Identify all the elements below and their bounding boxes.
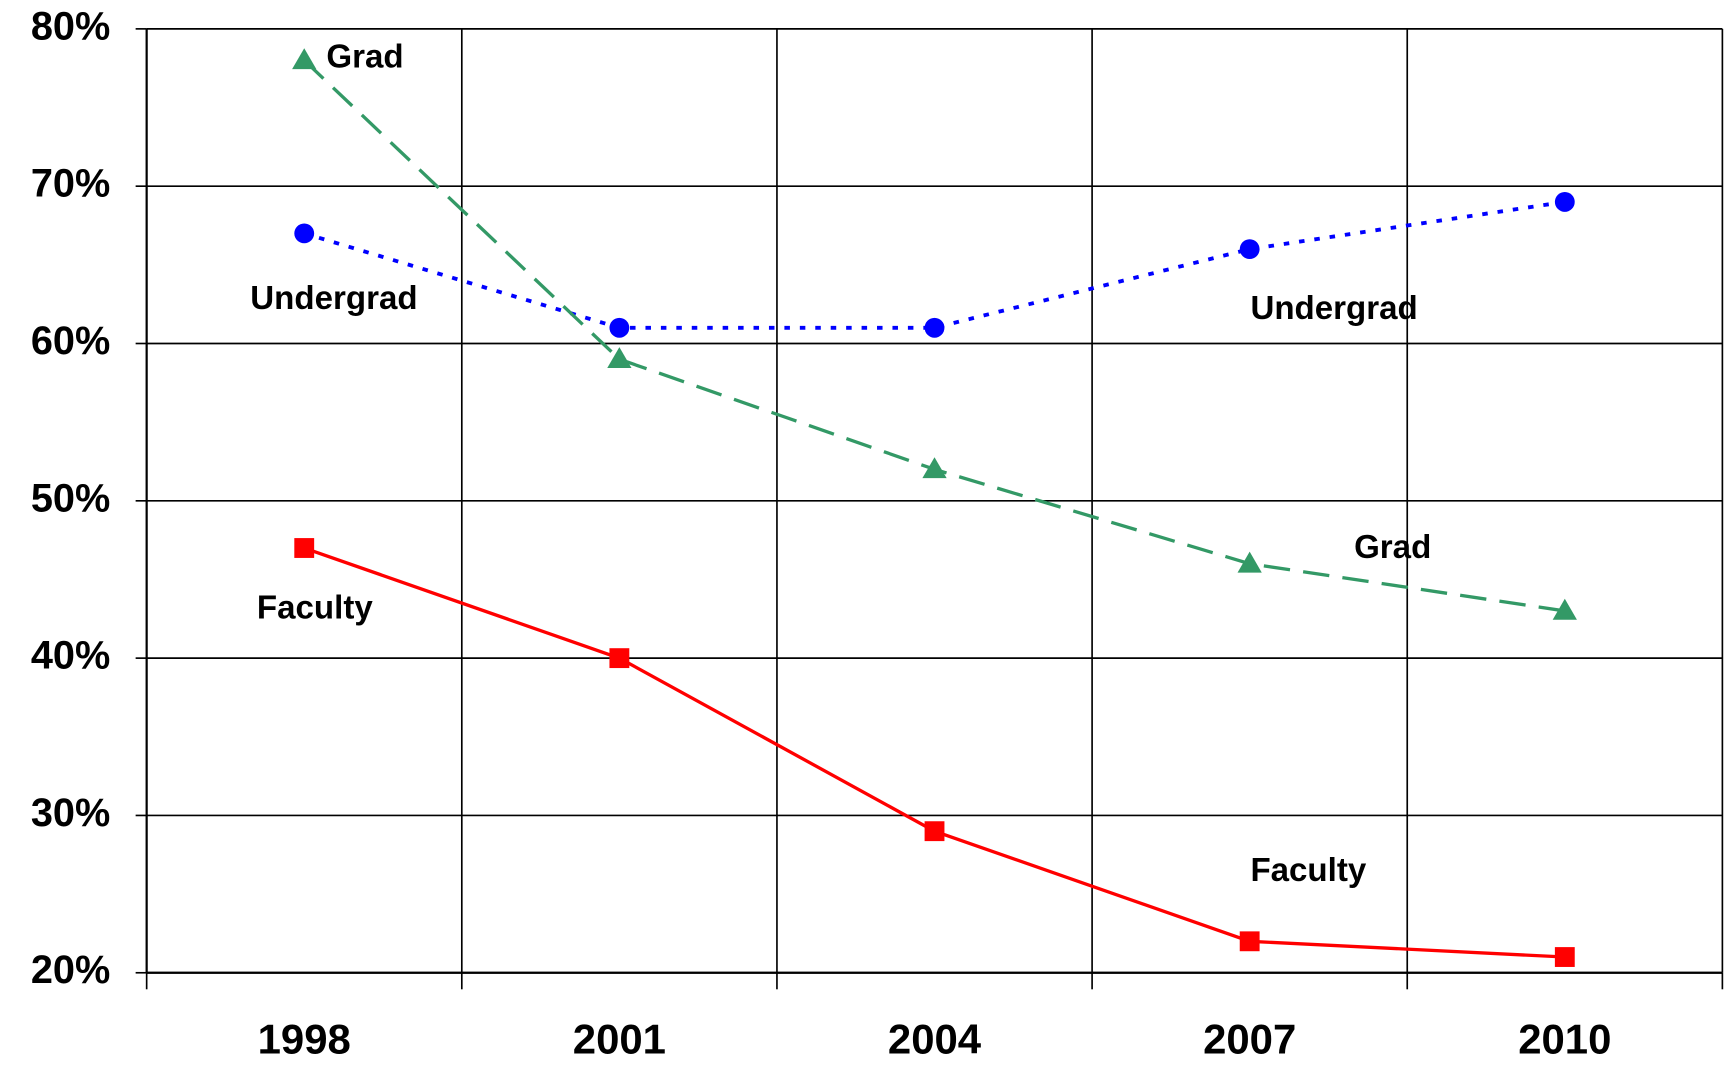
point (1552, 598, 1577, 620)
series-label: Undergrad (250, 280, 417, 317)
point (1554, 191, 1575, 212)
series-label: Undergrad (1250, 290, 1417, 327)
series-label: Faculty (257, 590, 373, 627)
point (1239, 239, 1260, 260)
y-tick-label: 80% (31, 4, 110, 48)
x-tick-label: 2004 (888, 1015, 982, 1062)
point (294, 223, 315, 244)
x-tick-label: 1998 (258, 1015, 351, 1062)
point (609, 648, 630, 669)
x-tick-label: 2001 (573, 1015, 666, 1062)
y-tick-label: 20% (31, 948, 110, 992)
series-line (303, 546, 1565, 959)
point (924, 317, 945, 338)
x-tick-label: 2007 (1203, 1015, 1296, 1062)
point (294, 538, 315, 558)
point (607, 347, 632, 369)
x-tick-label: 2010 (1518, 1015, 1611, 1062)
point (1239, 931, 1260, 952)
point (924, 821, 945, 842)
series-label: Grad (1354, 529, 1431, 566)
point (292, 48, 317, 70)
point (609, 317, 630, 338)
point (922, 457, 947, 479)
series-label: Faculty (1250, 852, 1366, 889)
series-label: Grad (326, 38, 403, 75)
series-line (303, 200, 1566, 330)
y-tick-label: 60% (31, 319, 110, 363)
y-tick-label: 30% (31, 791, 110, 835)
y-tick-label: 40% (31, 634, 110, 678)
point (1237, 551, 1262, 573)
y-tick-label: 50% (31, 476, 110, 520)
point (1554, 947, 1575, 967)
y-tick-label: 70% (31, 162, 110, 206)
